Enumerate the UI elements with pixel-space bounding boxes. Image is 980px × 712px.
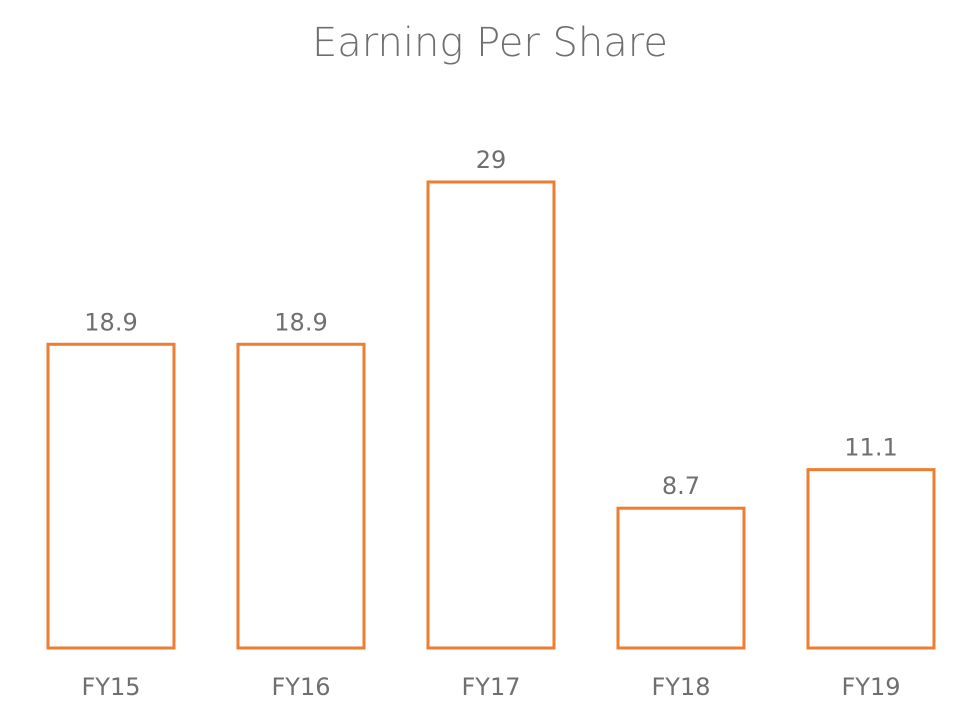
category-label-fy18: FY18 (651, 673, 710, 701)
value-labels-layer: 18.9 18.9 29 8.7 11.1 (84, 146, 897, 500)
value-label-fy18: 8.7 (662, 472, 700, 500)
bar-fy15 (46, 342, 176, 650)
value-label-fy16: 18.9 (274, 308, 327, 336)
category-label-fy16: FY16 (271, 673, 330, 701)
category-labels-layer: FY15 FY16 FY17 FY18 FY19 (81, 673, 900, 701)
category-label-fy19: FY19 (841, 673, 900, 701)
value-label-fy17: 29 (476, 146, 507, 174)
category-label-fy17: FY17 (461, 673, 520, 701)
chart-title: Earning Per Share (312, 20, 668, 66)
bar-fy16 (236, 342, 366, 650)
bar-fy19 (806, 468, 936, 650)
value-label-fy19: 11.1 (844, 434, 897, 462)
category-label-fy15: FY15 (81, 673, 140, 701)
bar-fy18 (616, 506, 746, 650)
bars-layer (46, 180, 936, 650)
bar-fy17 (426, 180, 556, 650)
value-label-fy15: 18.9 (84, 308, 137, 336)
